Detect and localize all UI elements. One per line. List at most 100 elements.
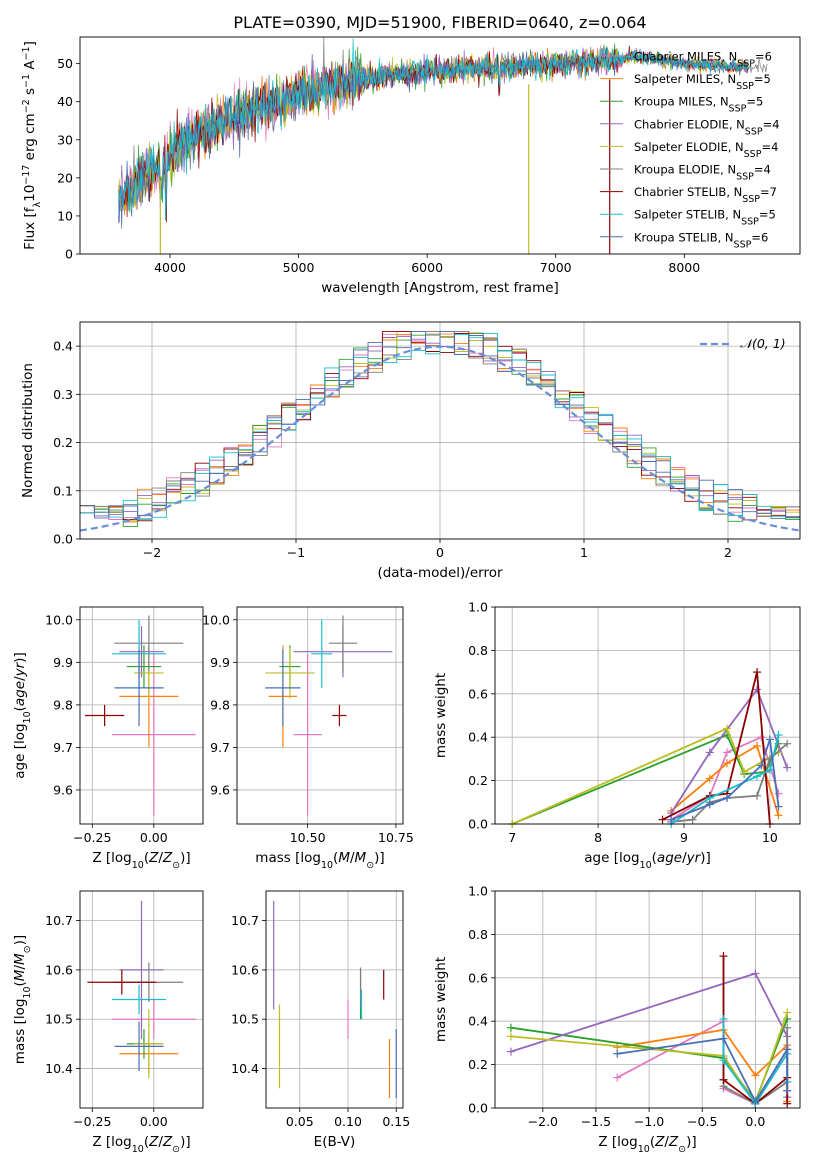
label-part: −17 [21, 165, 32, 185]
legend-count: =6 [755, 50, 772, 64]
y-tick-label: 0.2 [53, 435, 73, 450]
x-axis-label: E(B-V) [314, 1134, 356, 1150]
y-tick-label: 9.6 [210, 782, 230, 797]
x-tick-label: 10.75 [378, 830, 414, 845]
x-tick-label: 8 [594, 830, 602, 845]
label-part: ⊙ [172, 860, 180, 871]
label-part: ( [333, 850, 338, 866]
label-part: age [log [12, 723, 28, 778]
label-part: Z [162, 850, 173, 866]
axes-frame [79, 606, 204, 825]
x-tick-label: 7 [508, 830, 516, 845]
label-part: age [657, 850, 682, 866]
x-tick-label: 2 [724, 545, 732, 560]
x-axis-label: age [log10(age/yr)] [584, 850, 710, 871]
legend-label: Chabrier MILES, NSSP=6 [634, 50, 772, 70]
label-part: Z [log [92, 850, 131, 866]
label-part: 10 [132, 860, 144, 871]
label-part: )] [12, 935, 28, 946]
label-part: Z [654, 1134, 665, 1150]
legend-text: Kroupa ELODIE, N [634, 163, 736, 177]
x-tick-label: −1 [287, 545, 305, 560]
label-part: λ [32, 202, 43, 208]
y-axis-label: mass [log10(M/M⊙)] [12, 935, 33, 1064]
label-part: 10 [638, 1144, 650, 1155]
axes-frame [236, 606, 404, 825]
x-tick-label: −0.25 [73, 830, 111, 845]
x-tick-label: 9 [680, 830, 688, 845]
legend-sub: SSP [744, 148, 762, 159]
label-part: −2 [21, 99, 32, 113]
y-tick-label: 1.0 [468, 600, 488, 615]
x-tick-label: 4000 [154, 260, 186, 275]
x-axis-label: Z [log10(Z/Z⊙)] [92, 850, 190, 871]
label-part: Z [log [598, 1134, 637, 1150]
label-part: 10 [640, 860, 652, 871]
x-tick-label: −2 [143, 545, 161, 560]
y-tick-label: 0.3 [53, 387, 73, 402]
x-axis-label: wavelength [Angstrom, rest frame] [321, 280, 559, 296]
axes-frame [494, 890, 801, 1109]
x-tick-label: 10.50 [290, 830, 326, 845]
legend-text: Chabrier ELODIE, N [634, 117, 745, 131]
panel-mass-vs-ebv: 0.05 0.10 0.15 10.4 10.5 10.6 10.7 E(B-V) [231, 890, 410, 1150]
legend-count: =6 [751, 230, 768, 244]
label-part: Z [148, 850, 159, 866]
y-tick-label: 9.9 [53, 655, 73, 670]
y-axis-label: mass weight [433, 673, 449, 758]
legend-text: Chabrier MILES, N [634, 50, 737, 64]
x-tick-label: 0.0 [745, 1114, 765, 1129]
label-part: ⊙ [678, 1144, 686, 1155]
panel-spectrum: 4000 5000 6000 7000 8000 0 10 20 30 40 50 wavelengt… [21, 36, 801, 296]
x-tick-label: 1 [580, 545, 588, 560]
axes-frame [79, 321, 801, 540]
label-part: / [664, 1134, 669, 1150]
weight-series-9 [670, 739, 780, 821]
x-tick-label: −1.0 [634, 1114, 664, 1129]
legend-label: Chabrier STELIB, NSSP=7 [634, 185, 777, 205]
axes-frame [494, 606, 801, 825]
label-part: ( [144, 1134, 149, 1150]
label-part: ( [12, 981, 28, 986]
label-part: −1 [21, 74, 32, 88]
label-part: Flux [f [22, 206, 38, 250]
x-tick-label: 10 [762, 830, 778, 845]
axes-frame [79, 890, 204, 1109]
x-tick-label: −0.5 [687, 1114, 717, 1129]
x-tick-label: 0.05 [286, 1114, 314, 1129]
x-axis-label: (data-model)/error [377, 565, 503, 581]
label-part: )] [374, 850, 385, 866]
label-part: M [355, 850, 367, 866]
legend-sub: SSP [729, 103, 747, 114]
label-part: ⊙ [22, 945, 33, 953]
x-tick-label: 0 [436, 545, 444, 560]
label-part: / [158, 850, 163, 866]
weight-series-4 [670, 687, 788, 814]
y-tick-label: 0.4 [53, 339, 73, 354]
y-tick-label: 9.7 [210, 740, 230, 755]
x-tick-label: −1.5 [581, 1114, 611, 1129]
y-tick-label: 0.4 [468, 1014, 488, 1029]
y-tick-label: 0.2 [468, 1057, 488, 1072]
y-tick-label: 20 [57, 170, 73, 185]
x-tick-label: 0.00 [140, 1114, 168, 1129]
label-part: −1 [21, 46, 32, 60]
legend-count: =7 [760, 185, 777, 199]
legend-sub: SSP [737, 58, 755, 69]
y-tick-label: 0.8 [468, 643, 488, 658]
legend-text: Salpeter STELIB, N [634, 208, 741, 222]
y-tick-label: 30 [57, 132, 73, 147]
label-part: / [12, 965, 28, 970]
label-part: )] [180, 850, 191, 866]
legend-count: =4 [754, 163, 771, 177]
x-axis-label: Z [log10(Z/Z⊙)] [92, 1134, 190, 1155]
x-tick-label: −2.0 [528, 1114, 558, 1129]
y-tick-label: 10.6 [45, 962, 73, 977]
normal-curve [79, 345, 801, 532]
y-tick-label: 9.7 [53, 740, 73, 755]
legend-label: Salpeter MILES, NSSP=5 [634, 72, 771, 92]
label-part: s [22, 88, 38, 99]
panel-age-vs-z: −0.25 0.009.69.79.89.910.0Z [log10(Z/Z⊙)]… [12, 606, 204, 871]
label-part: ⊙ [172, 1144, 180, 1155]
